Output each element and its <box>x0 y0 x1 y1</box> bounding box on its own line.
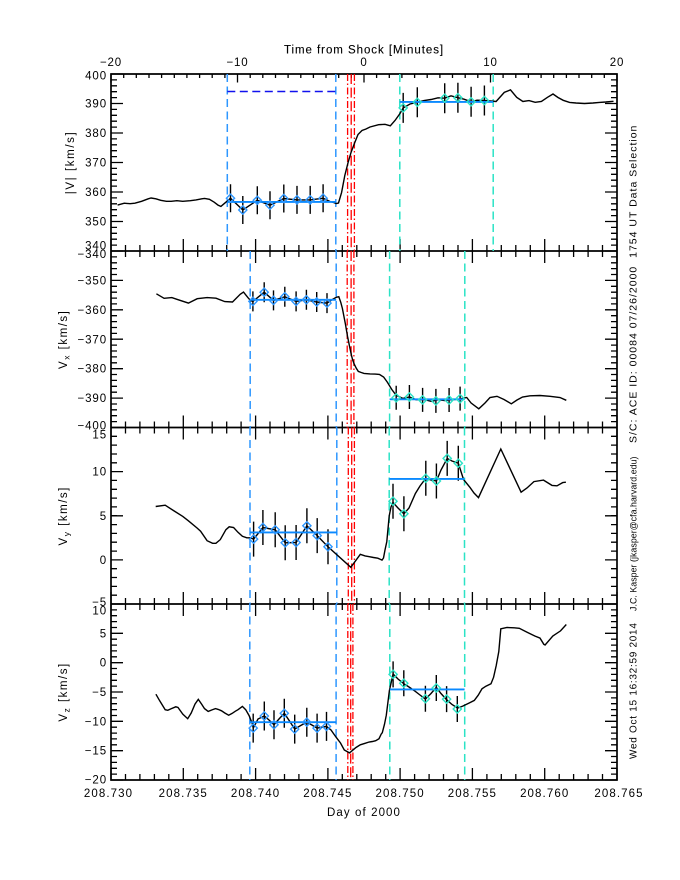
svg-text:350: 350 <box>85 217 107 229</box>
svg-text:15: 15 <box>92 430 107 442</box>
svg-text:208.735: 208.735 <box>159 788 208 800</box>
svg-text:10: 10 <box>92 467 107 479</box>
svg-text:208.765: 208.765 <box>594 788 643 800</box>
svg-text:20: 20 <box>610 57 624 69</box>
svg-text:−15: −15 <box>85 746 107 758</box>
svg-text:340: 340 <box>85 241 107 253</box>
svg-text:−370: −370 <box>77 334 107 346</box>
svg-text:Vz [km/s]: Vz [km/s] <box>58 662 72 721</box>
svg-text:Day of 2000: Day of 2000 <box>327 807 401 819</box>
svg-text:208.740: 208.740 <box>231 788 280 800</box>
svg-text:−20: −20 <box>100 57 122 69</box>
svg-text:0: 0 <box>360 57 367 69</box>
svg-text:−390: −390 <box>77 393 107 405</box>
svg-text:10: 10 <box>92 605 107 617</box>
svg-text:360: 360 <box>85 187 107 199</box>
svg-text:400: 400 <box>85 71 107 83</box>
svg-text:370: 370 <box>85 158 107 170</box>
svg-text:380: 380 <box>85 128 107 140</box>
svg-text:−20: −20 <box>85 775 107 787</box>
svg-text:390: 390 <box>85 99 107 111</box>
svg-text:−380: −380 <box>77 364 107 376</box>
svg-text:S/C: ACE ID: 00084 07/26/2000: S/C: ACE ID: 00084 07/26/2000 1754 UT Da… <box>628 125 640 443</box>
svg-text:−350: −350 <box>77 275 107 287</box>
svg-text:208.745: 208.745 <box>303 788 352 800</box>
svg-text:−10: −10 <box>85 716 107 728</box>
svg-text:Vx [km/s]: Vx [km/s] <box>58 310 72 369</box>
svg-text:−5: −5 <box>92 597 107 609</box>
svg-text:208.730: 208.730 <box>84 788 133 800</box>
svg-text:−340: −340 <box>77 249 107 261</box>
svg-text:J.C. Kasper (jkasper@cfa.harva: J.C. Kasper (jkasper@cfa.harvard.edu) <box>629 456 639 611</box>
svg-text:208.755: 208.755 <box>448 788 497 800</box>
svg-text:−360: −360 <box>77 305 107 317</box>
svg-text:Time from Shock [Minutes]: Time from Shock [Minutes] <box>284 45 444 57</box>
svg-text:0: 0 <box>100 555 107 567</box>
svg-text:−10: −10 <box>227 57 249 69</box>
svg-text:208.760: 208.760 <box>520 788 569 800</box>
svg-text:5: 5 <box>100 628 107 640</box>
svg-text:10: 10 <box>483 57 497 69</box>
svg-text:|V| [km/s]: |V| [km/s] <box>65 131 77 195</box>
svg-text:0: 0 <box>100 658 107 670</box>
svg-text:5: 5 <box>100 511 107 523</box>
svg-text:208.750: 208.750 <box>376 788 425 800</box>
svg-text:Wed Oct 15 16:32:59 2014: Wed Oct 15 16:32:59 2014 <box>629 622 640 759</box>
svg-text:Vy [km/s]: Vy [km/s] <box>58 486 72 545</box>
svg-text:−5: −5 <box>92 687 107 699</box>
svg-text:−400: −400 <box>77 421 107 433</box>
